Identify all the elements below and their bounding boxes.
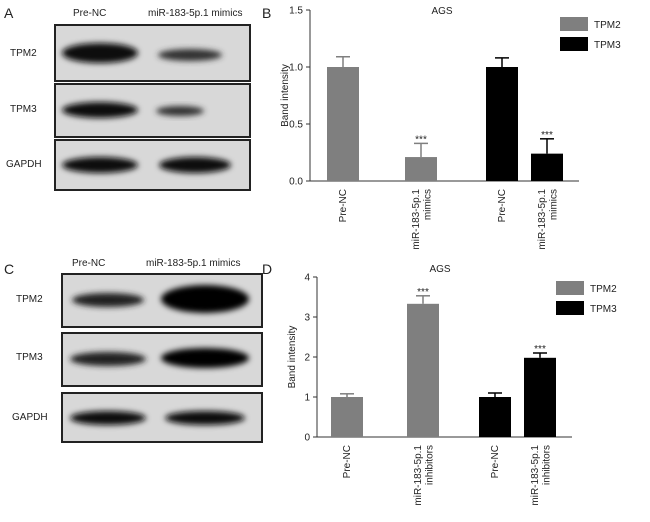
row-label: TPM3 [16,352,43,363]
panel-label: D [262,261,272,277]
error-bar [416,295,430,304]
column-label: miR-183-5p.1 mimics [148,8,242,19]
error-bar [414,142,428,158]
band [70,352,146,366]
x-tick-label: miR-183-5p.1inhibitors [530,445,553,506]
significance-label: *** [415,134,427,145]
bar [479,397,511,437]
legend-label: TPM2 [594,20,621,31]
x-tick-label: miR-183-5p.1inhibitors [413,445,436,506]
y-tick-label: 1 [304,393,310,404]
error-bar [336,55,350,67]
panel-label: C [4,261,14,277]
band [161,285,249,313]
bar [331,397,363,437]
error-bar [533,352,547,358]
x-tick-label: miR-183-5p.1mimics [537,189,560,250]
x-tick-label: Pre-NC [497,189,508,222]
error-bar [340,393,354,397]
y-axis-label: Band intensity [287,326,298,389]
y-axis-label: Band intensity [280,64,291,127]
y-tick-label: 2 [304,353,310,364]
bar [524,357,556,437]
column-label: Pre-NC [73,8,106,19]
row-label: GAPDH [6,159,42,170]
bar [407,303,439,437]
x-tick-label: Pre-NC [338,189,349,222]
column-label: Pre-NC [72,258,105,269]
band [161,348,249,368]
row-label: GAPDH [12,412,48,423]
band [72,293,144,307]
error-bar [488,392,502,397]
row-label: TPM2 [10,48,37,59]
y-tick-label: 0.5 [289,120,303,131]
band [159,157,231,173]
legend-swatch [560,37,588,51]
legend-swatch [556,301,584,315]
band [62,102,138,118]
y-tick-label: 1.5 [289,6,303,17]
y-tick-label: 0 [304,433,310,444]
legend-label: TPM3 [590,304,617,315]
y-tick-label: 3 [304,313,310,324]
significance-label: *** [541,130,553,141]
x-tick-label: miR-183-5p.1mimics [411,189,434,250]
significance-label: *** [534,344,546,355]
band [62,43,138,63]
band [158,49,222,61]
significance-label: *** [417,287,429,298]
band [156,106,204,116]
panel-label: B [262,5,271,21]
error-bar [540,138,554,154]
column-label: miR-183-5p.1 mimics [146,258,240,269]
y-tick-label: 0.0 [289,177,303,188]
band [62,157,138,173]
chart-title: AGS [431,6,452,17]
y-tick-label: 4 [304,273,310,284]
chart-title: AGS [429,264,450,275]
bar [405,157,437,181]
blot-panel: C Pre-NC miR-183-5p.1 mimics TPM2 TPM3 G… [4,258,263,443]
bar [531,153,563,181]
x-tick-label: Pre-NC [490,445,501,478]
blot-panel: A Pre-NC miR-183-5p.1 mimics TPM2 TPM3 G… [4,5,251,191]
row-label: TPM2 [16,294,43,305]
band [70,411,146,425]
band [165,411,245,425]
panel-label: A [4,5,14,21]
row-label: TPM3 [10,104,37,115]
error-bar [495,57,509,67]
bar [327,67,359,181]
x-tick-label: Pre-NC [342,445,353,478]
legend-label: TPM3 [594,40,621,51]
legend-label: TPM2 [590,284,617,295]
legend-swatch [560,17,588,31]
legend-swatch [556,281,584,295]
y-tick-label: 1.0 [289,63,303,74]
bar [486,67,518,181]
